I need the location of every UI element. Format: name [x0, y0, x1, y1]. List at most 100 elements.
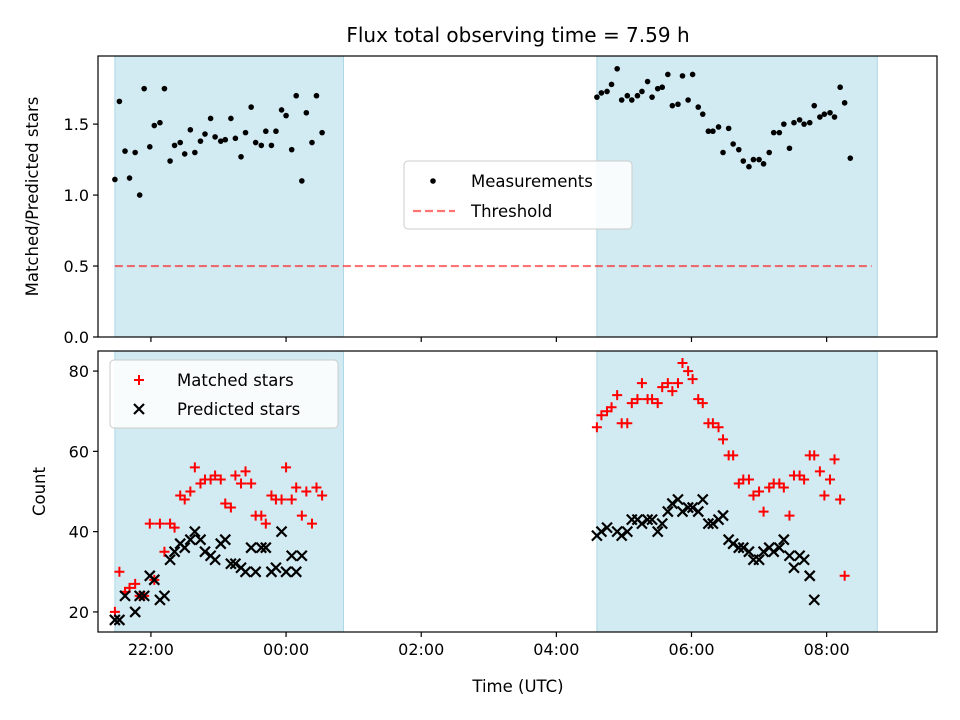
matched-star-point: [809, 450, 820, 461]
x-tick-label: 04:00: [533, 640, 579, 659]
matched-star-point: [622, 418, 633, 429]
measurement-point: [811, 102, 818, 109]
measurement-point: [817, 114, 823, 120]
measurement-point: [746, 163, 752, 170]
measurement-point: [141, 85, 147, 92]
measurement-point: [228, 115, 234, 122]
matched-star-point: [612, 390, 623, 401]
predicted-star-point: [788, 561, 800, 574]
matched-star-point: [215, 474, 226, 485]
predicted-star-point: [778, 533, 790, 546]
measurement-point: [288, 146, 295, 153]
measurement-point: [242, 129, 249, 136]
predicted-star-point: [148, 574, 161, 586]
predicted-star-point: [109, 614, 121, 626]
predicted-star-point: [641, 513, 654, 526]
matched-star-point: [286, 494, 297, 505]
measurement-point: [222, 136, 229, 143]
matched-star-point: [596, 410, 607, 421]
measurement-point: [786, 145, 793, 152]
measurement-point: [313, 92, 320, 99]
predicted-star-point: [296, 549, 308, 562]
measurement-point: [806, 119, 813, 126]
measurement-point: [760, 161, 767, 167]
measurement-point: [151, 122, 158, 129]
measurement-point: [740, 158, 747, 164]
measurement-point: [770, 129, 777, 136]
measurement-point: [730, 141, 736, 147]
matched-star-point: [606, 402, 617, 413]
measurement-point: [841, 100, 848, 106]
matched-star-point: [220, 498, 231, 509]
matched-star-point: [632, 394, 643, 405]
predicted-star-point: [656, 517, 668, 530]
predicted-star-point: [119, 590, 131, 602]
matched-star-point: [210, 470, 221, 481]
matched-star-point: [230, 470, 241, 481]
predicted-star-point: [138, 590, 150, 602]
matched-star-point: [829, 454, 840, 465]
legend-box: [109, 359, 339, 429]
top-y-axis-label: Matched/Predicted stars: [23, 97, 42, 297]
predicted-star-point: [129, 606, 141, 618]
matched-star-point: [169, 522, 180, 533]
predicted-star-point: [757, 545, 770, 558]
legend-measurements-label: Measurements: [471, 172, 593, 191]
measurement-point: [252, 139, 259, 146]
measurement-point: [659, 84, 666, 91]
measurement-point: [132, 149, 138, 156]
predicted-star-point: [219, 533, 232, 546]
matched-star-point: [189, 462, 200, 473]
matched-star-point: [667, 386, 678, 397]
measurement-point: [594, 94, 600, 100]
matched-star-point: [306, 518, 317, 529]
measurement-point: [634, 92, 641, 99]
measurement-point: [618, 97, 625, 103]
predicted-star-point: [737, 541, 750, 554]
x-tick-label: 06:00: [668, 640, 714, 659]
measurement-point: [715, 124, 722, 130]
matched-star-point: [754, 486, 765, 497]
x-tick-label: 02:00: [398, 640, 444, 659]
predicted-star-point: [229, 557, 242, 570]
legend-measurement-marker: [430, 178, 436, 184]
measurement-point: [283, 112, 289, 119]
figure-title: Flux total observing time = 7.59 h: [346, 23, 689, 47]
bottom-axes-frame: [97, 350, 938, 633]
measurement-point: [725, 125, 732, 132]
matched-star-point: [291, 482, 302, 493]
bottom-panel: 22:00 00:00 02:00 04:00 06:00 08:00 20 40 60 80 Co…: [30, 350, 938, 659]
matched-star-point: [154, 518, 165, 529]
predicted-star-point: [239, 566, 252, 578]
matched-star-point: [276, 494, 287, 505]
predicted-star-point: [662, 505, 674, 518]
matched-star-point: [778, 482, 789, 493]
matched-star-point: [130, 578, 141, 589]
predicted-star-point: [275, 525, 288, 538]
measurement-point: [303, 109, 310, 116]
measurement-point: [181, 151, 188, 157]
matched-star-point: [819, 490, 830, 501]
measurement-point: [192, 149, 198, 156]
legend-matched-marker: [134, 375, 144, 385]
top-y-tick-label: 1.5: [64, 115, 89, 134]
matched-star-point: [835, 494, 846, 505]
matched-star-point: [825, 474, 836, 485]
matched-star-point: [626, 398, 637, 409]
matched-star-point: [713, 422, 724, 433]
matched-star-point: [256, 510, 267, 521]
measurement-point: [735, 146, 742, 153]
bottom-legend: Matched stars Predicted stars: [109, 359, 339, 429]
measurement-point: [781, 121, 787, 127]
measurement-point: [202, 131, 208, 137]
measurement-point: [598, 90, 605, 96]
matched-star-point: [728, 450, 739, 461]
predicted-star-point: [113, 614, 126, 626]
measurement-point: [122, 148, 128, 154]
predicted-star-point: [773, 541, 786, 554]
predicted-star-point: [255, 541, 268, 554]
measurement-point: [309, 139, 315, 146]
measurement-point: [801, 121, 807, 127]
predicted-star-point: [133, 590, 146, 602]
measurement-point: [624, 92, 631, 99]
